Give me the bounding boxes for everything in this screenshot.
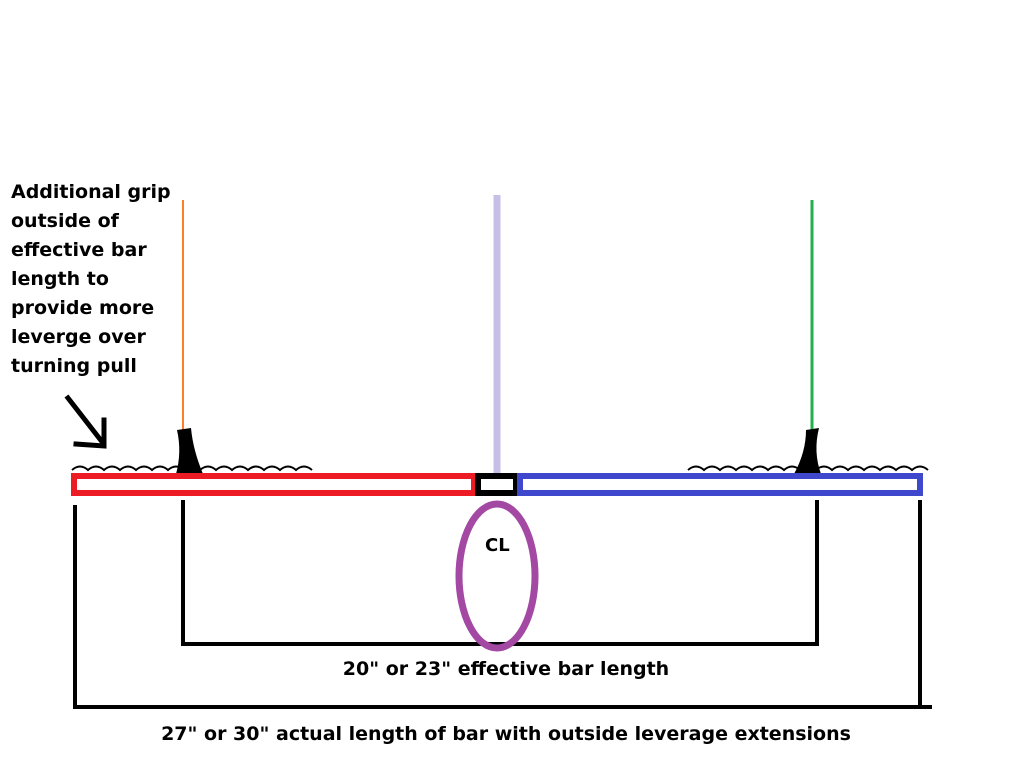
actual-length-label: 27" or 30" actual length of bar with out…: [161, 723, 851, 745]
note-line: outside of: [11, 210, 119, 232]
actual-length-bracket: [73, 505, 932, 709]
effective-length-label: 20" or 23" effective bar length: [342, 658, 670, 680]
left-bar: [71, 473, 477, 496]
note-line: Additional grip: [11, 181, 171, 203]
right-bar: [517, 473, 923, 496]
cl-ring: [455, 500, 539, 652]
center-line-label: CL: [485, 535, 510, 556]
arrow-icon: [64, 394, 107, 449]
effective-length-bracket: [181, 500, 819, 646]
note-line: provide more: [11, 297, 155, 319]
note-line: effective bar: [11, 239, 147, 261]
note-line: turning pull: [11, 355, 137, 377]
left-grip-fin: [176, 428, 203, 474]
note-line: leverge over: [11, 326, 146, 348]
note-line: length to: [11, 268, 109, 290]
grip-note: Additional grip outside of effective bar…: [11, 178, 171, 381]
center-coupler: [475, 473, 519, 496]
right-grip-fin: [794, 428, 821, 474]
